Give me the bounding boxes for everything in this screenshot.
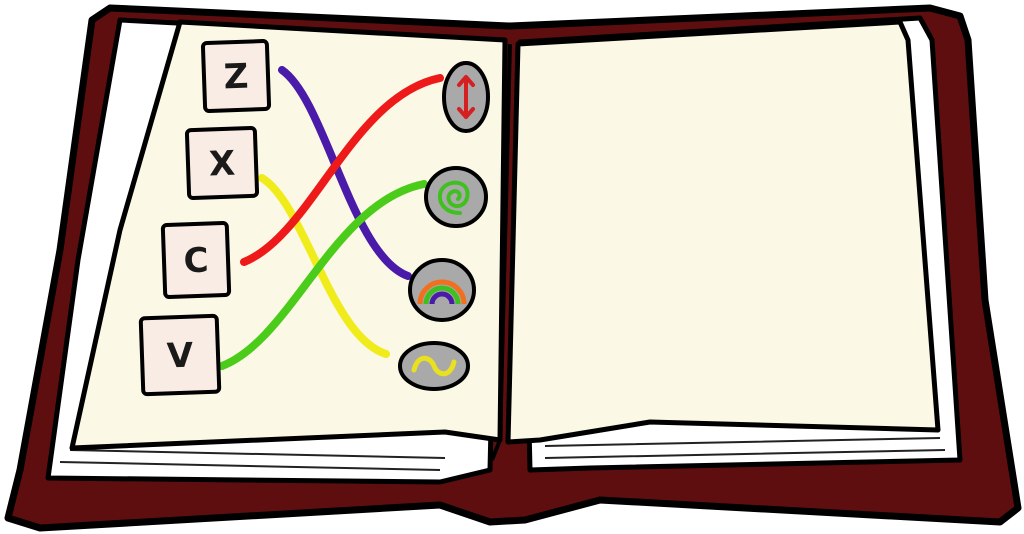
rainbow-arc-purple (429, 291, 455, 305)
connection-line-z (278, 66, 412, 280)
wave-icon[interactable] (398, 341, 470, 391)
key-tile-z-bg (200, 39, 272, 113)
spiral-icon[interactable] (424, 166, 488, 228)
stone-spiral (424, 166, 488, 228)
key-tile-z[interactable]: Z (200, 39, 272, 113)
right-page (505, 19, 941, 445)
key-tile-v[interactable]: V (138, 313, 222, 397)
rainbow-icon[interactable] (408, 258, 476, 322)
key-tile-c[interactable]: C (160, 221, 232, 299)
key-tile-x-bg (184, 125, 260, 201)
rainbow-arc-green (423, 285, 461, 305)
page-edge-lines (59, 437, 946, 471)
spiral-glyph (438, 180, 470, 215)
rainbow-arc-orange (417, 279, 467, 305)
key-label-c: C (183, 241, 209, 282)
book-pages (69, 19, 941, 461)
connection-line-c (240, 74, 444, 266)
book-spine-fold (490, 43, 512, 461)
wave-glyph (411, 355, 457, 377)
arrow-glyph (457, 75, 475, 119)
arrow-up-down-icon[interactable] (442, 61, 490, 133)
key-label-v: V (166, 336, 194, 377)
connection-line-v (218, 180, 428, 370)
key-tile-c-bg (160, 221, 232, 299)
connection-lines (218, 66, 444, 370)
key-tile-v-bg (138, 313, 222, 397)
key-tile-x[interactable]: X (184, 125, 260, 201)
key-label-x: X (208, 144, 236, 185)
key-label-z: Z (223, 57, 249, 98)
